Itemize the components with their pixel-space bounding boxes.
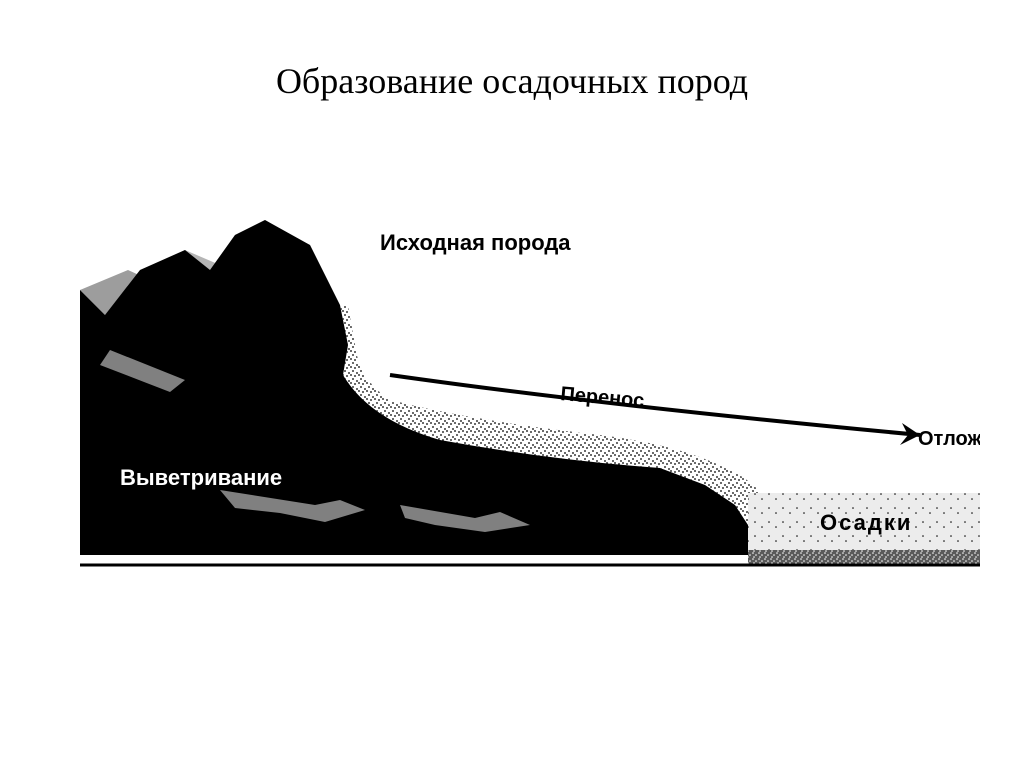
label-source_rock: Исходная порода <box>380 230 571 255</box>
bottom-grain-band <box>748 550 980 565</box>
label-sediments: Осадки <box>820 510 912 535</box>
label-transport: Перенос <box>560 383 646 412</box>
page-title: Образование осадочных пород <box>0 60 1024 102</box>
landmass <box>80 220 748 555</box>
label-weathering: Выветривание <box>120 465 282 490</box>
sedimentary-formation-diagram: Исходная порода Перенос Отложение Осадки Выв… <box>80 210 980 580</box>
diagram-svg: Исходная порода Перенос Отложение Осадки Выв… <box>80 210 980 580</box>
label-deposition: Отложение <box>918 428 980 450</box>
